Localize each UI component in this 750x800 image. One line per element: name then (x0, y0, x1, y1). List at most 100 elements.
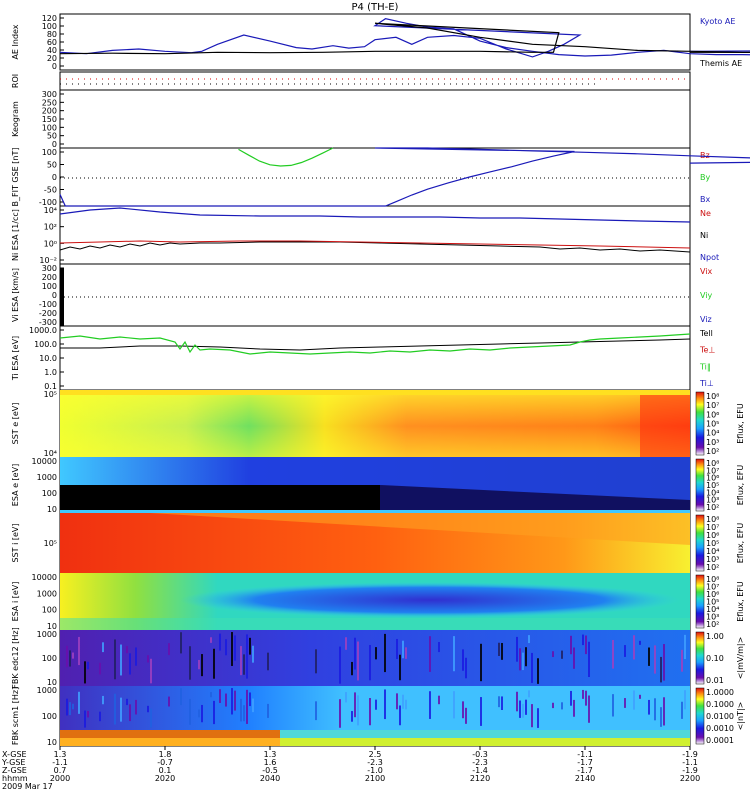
y-axis-label: ROI (11, 74, 20, 88)
y-tick-label: 10 (47, 678, 57, 687)
x-tick-label: -1.1 (682, 758, 698, 767)
colorbar-tick: 10⁴ (706, 488, 719, 497)
roi-dots (60, 78, 690, 85)
y-tick-label: 10⁴ (44, 449, 57, 458)
y-tick-label: 10.0 (39, 354, 57, 363)
y-axis-label: SST e [eV] (11, 403, 20, 445)
colorbar-label: <|mV/m|> (736, 637, 745, 680)
y-tick-label: 100 (42, 654, 57, 663)
x-tick-label: -0.7 (157, 758, 173, 767)
panel-frame (59, 325, 691, 391)
colorbar-label: Eflux, EFU (736, 403, 745, 444)
y-tick-label: 0.1 (44, 382, 57, 391)
y-tick-label: 0 (52, 291, 57, 300)
y-tick-label: 60 (47, 38, 57, 47)
x-row-label: hhmm (2, 774, 28, 783)
colorbar-tick: 10² (706, 563, 719, 572)
y-tick-label: 200 (42, 107, 57, 116)
legends: Kyoto AE Themis AE Bz By Bx Ne Ni Npot Vix Viy Viz… (699, 17, 742, 388)
colorbar-label: Eflux, EFU (736, 523, 745, 564)
ti-panel (59, 333, 691, 355)
y-tick-label: 10 (47, 622, 57, 631)
x-tick-label: 2140 (575, 774, 595, 783)
esa-electron-heatmap (60, 457, 690, 513)
panel-frame (59, 13, 691, 71)
y-tick-label: 50 (47, 132, 57, 141)
y-tick-label: 100 (42, 148, 57, 157)
sst-ion-heatmap (60, 513, 690, 573)
colorbar-tick: 0.1000 (706, 700, 734, 709)
colorbar (695, 574, 705, 629)
y-tick-label: 10 (47, 505, 57, 514)
colorbar-tick: 10² (706, 620, 719, 629)
legend-entry: Viz (700, 315, 712, 324)
x-tick-label: 2000 (50, 774, 70, 783)
colorbar-label: <|nT|> (736, 702, 745, 731)
x-tick-label: 0.1 (159, 766, 172, 775)
y-tick-label: 100 (42, 606, 57, 615)
colorbar-tick: 10³ (706, 613, 719, 622)
colorbar-tick: 0.0100 (706, 712, 734, 721)
colorbar-tick: 10⁷ (706, 401, 719, 410)
y-tick-label: 40 (47, 46, 57, 55)
y-tick-label: 150 (42, 115, 57, 124)
y-axis-label: B_FIT GSE [nT] (11, 148, 20, 207)
series-line (59, 147, 750, 207)
colorbar-tick: 10² (706, 447, 719, 456)
colorbar-tick: 10⁶ (706, 410, 719, 419)
legend-entry: Ti⊥ (699, 379, 714, 388)
panel-frame (59, 71, 691, 91)
x-tick-label: -0.5 (262, 766, 278, 775)
legend-entry: Ne (700, 209, 711, 218)
y-tick-label: 10 (47, 738, 57, 747)
legend-entry: Viy (700, 291, 713, 300)
y-axis-label: FBK scm1 [Hz] (11, 687, 20, 745)
y-tick-label: 100 (42, 489, 57, 498)
y-tick-label: 250 (42, 98, 57, 107)
colorbar-tick: 10⁶ (706, 590, 719, 599)
x-tick-label: -2.3 (472, 758, 488, 767)
y-tick-label: 10⁴ (44, 206, 57, 215)
y-tick-label: 50 (47, 161, 57, 170)
y-tick-label: 0 (52, 62, 57, 71)
x-row-label: Z-GSE (2, 766, 27, 775)
x-tick-label: 2040 (260, 774, 280, 783)
sst-electron-heatmap (60, 390, 690, 457)
y-tick-label: 10² (44, 223, 57, 232)
series-line (59, 22, 750, 55)
y-tick-label: 100 (42, 712, 57, 721)
y-tick-label: 1000 (37, 686, 57, 695)
colorbar-tick: 10³ (706, 496, 719, 505)
y-tick-label: 10⁰ (44, 239, 57, 248)
colorbar-tick: 10⁵ (706, 481, 719, 490)
x-tick-label: -1.9 (682, 766, 698, 775)
y-tick-label: -100 (39, 198, 57, 207)
y-axis-label: Ti ESA [eV] (11, 336, 20, 381)
colorbar-tick: 0.10 (706, 654, 724, 663)
x-row-label: Y-GSE (1, 758, 25, 767)
y-tick-label: -200 (39, 309, 57, 318)
y-tick-label: -300 (39, 318, 57, 327)
y-tick-label: 0 (52, 173, 57, 182)
y-tick-label: 10000 (32, 573, 57, 582)
colorbar (695, 458, 705, 512)
colorbar-tick: 10⁷ (706, 583, 719, 592)
y-axis-label: ESA e [eV] (11, 464, 20, 506)
y-tick-label: 10⁵ (44, 390, 57, 399)
legend-entry: Bz (700, 151, 710, 160)
legend-entry: Ti‖ (699, 362, 711, 371)
x-tick-label: -1.7 (577, 766, 593, 775)
colorbar-tick: 1.00 (706, 632, 724, 641)
colorbar (695, 631, 705, 685)
y-tick-label: 80 (47, 30, 57, 39)
legend-entry: By (700, 173, 710, 182)
colorbar-tick: 10⁶ (706, 531, 719, 540)
colorbar-tick: 10⁵ (706, 539, 719, 548)
y-axis-label: Ni ESA [1/cc] (11, 209, 20, 261)
colorbar-tick: 1.0000 (706, 688, 734, 697)
plot-title: P4 (TH-E) (352, 2, 399, 13)
legend-entry: Te⊥ (699, 346, 715, 355)
legend-entry: Kyoto AE (700, 17, 735, 26)
legend-entry: Npot (700, 253, 719, 262)
colorbar-label: Eflux, EFU (736, 581, 745, 622)
